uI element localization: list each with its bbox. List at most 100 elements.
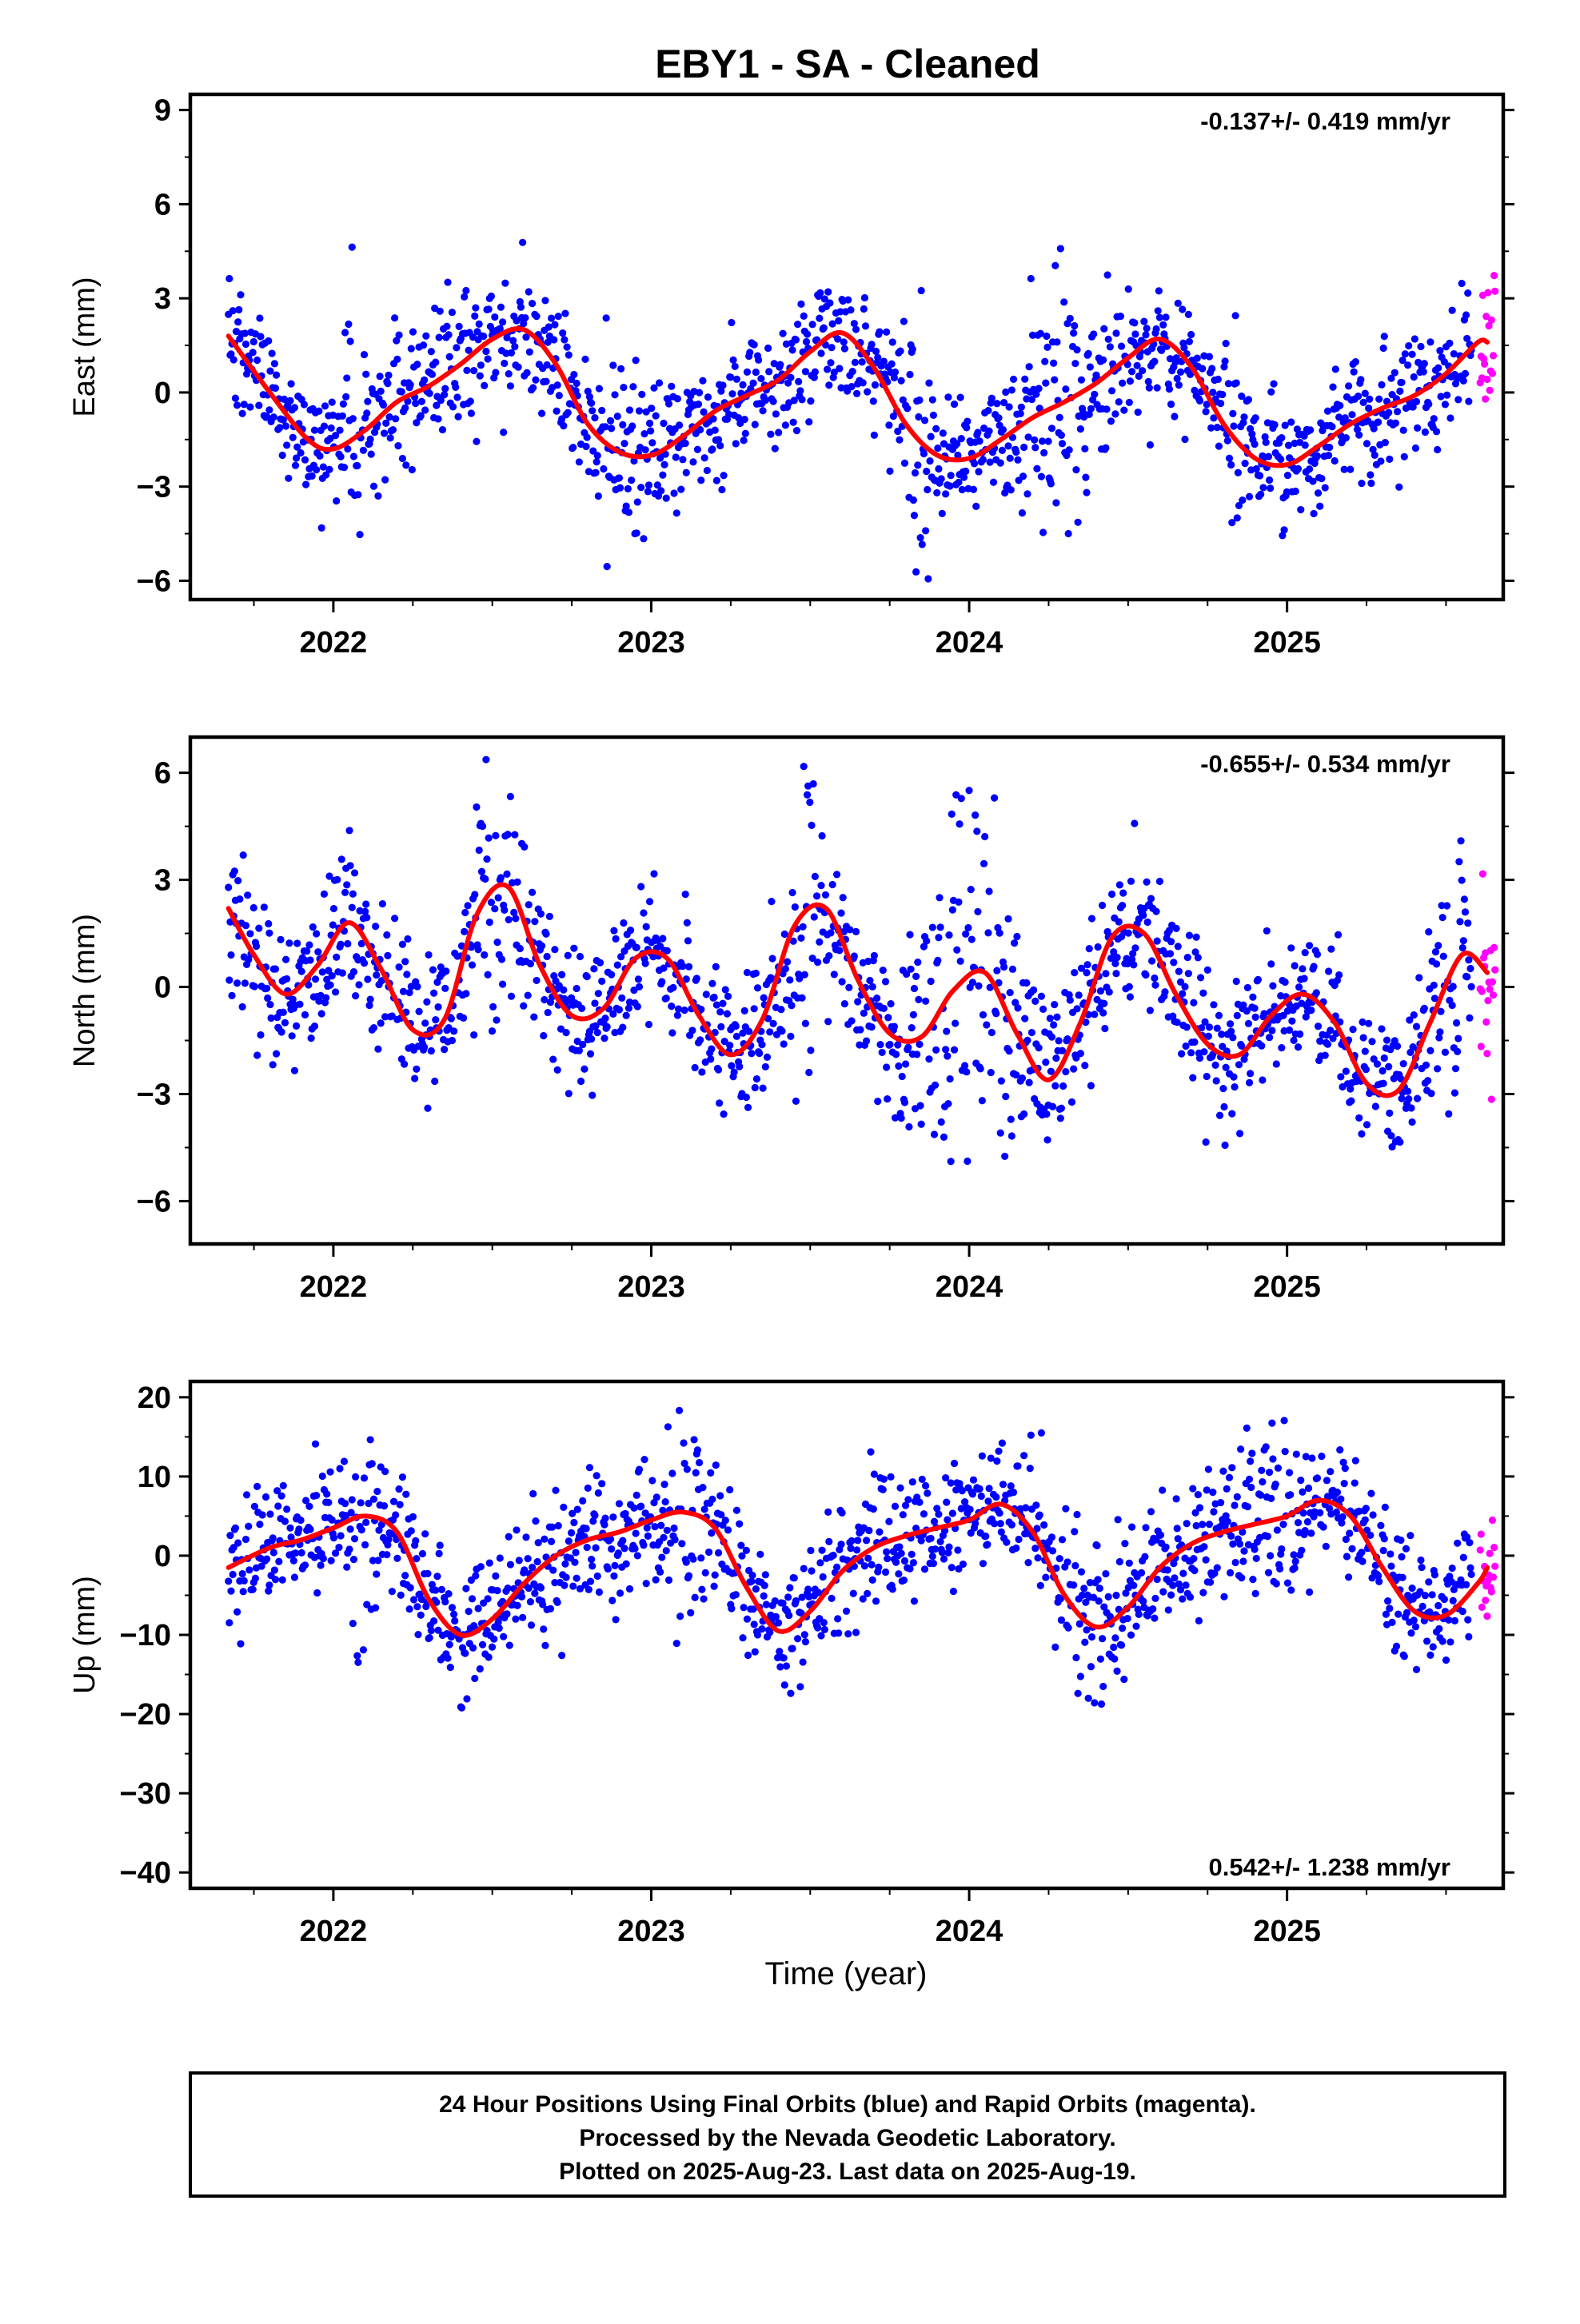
final-orbit-point xyxy=(924,575,932,583)
final-orbit-point xyxy=(283,441,291,449)
final-orbit-point xyxy=(1348,1545,1356,1553)
final-orbit-point xyxy=(1167,938,1175,946)
final-orbit-point xyxy=(278,451,286,460)
final-orbit-point xyxy=(383,931,391,939)
final-orbit-point xyxy=(1124,285,1132,293)
final-orbit-point xyxy=(1249,1576,1257,1584)
final-orbit-point xyxy=(716,441,724,450)
final-orbit-point xyxy=(1388,1142,1396,1151)
final-orbit-point xyxy=(659,1506,667,1514)
final-orbit-point xyxy=(758,1041,766,1049)
final-orbit-point xyxy=(849,1589,857,1597)
final-orbit-point xyxy=(1083,488,1091,496)
final-orbit-point xyxy=(325,872,333,880)
final-orbit-point xyxy=(554,313,562,321)
final-orbit-point xyxy=(953,946,961,954)
final-orbit-point xyxy=(1412,1665,1421,1673)
final-orbit-point xyxy=(634,975,643,983)
final-orbit-point xyxy=(474,946,482,954)
final-orbit-point xyxy=(310,426,319,434)
rapid-orbit-point xyxy=(1485,321,1493,330)
final-orbit-point xyxy=(1380,1054,1388,1062)
final-orbit-point xyxy=(800,312,808,320)
final-orbit-point xyxy=(1426,1046,1434,1054)
final-orbit-point xyxy=(491,313,499,321)
final-orbit-point xyxy=(671,1536,679,1544)
final-orbit-point xyxy=(434,415,442,423)
final-orbit-point xyxy=(1247,1070,1255,1078)
final-orbit-point xyxy=(378,899,386,908)
final-orbit-point xyxy=(978,1097,986,1105)
final-orbit-point xyxy=(1219,1085,1227,1093)
final-orbit-point xyxy=(1464,1616,1472,1624)
final-orbit-point xyxy=(256,314,264,322)
final-orbit-point xyxy=(427,1046,435,1055)
final-orbit-point xyxy=(523,369,531,377)
final-orbit-point xyxy=(1103,927,1111,936)
final-orbit-point xyxy=(1167,1591,1175,1599)
final-orbit-point xyxy=(632,1491,640,1499)
final-orbit-point xyxy=(1167,401,1175,409)
final-orbit-point xyxy=(241,922,250,930)
final-orbit-point xyxy=(373,1487,381,1496)
final-orbit-point xyxy=(948,1564,956,1572)
final-orbit-point xyxy=(490,1635,498,1643)
final-orbit-point xyxy=(916,1040,924,1048)
final-orbit-point xyxy=(1395,483,1403,491)
final-orbit-point xyxy=(269,1534,277,1542)
final-orbit-point xyxy=(1379,1079,1387,1087)
final-orbit-point xyxy=(1192,933,1200,941)
final-orbit-point xyxy=(875,1563,883,1571)
final-orbit-point xyxy=(1085,945,1093,953)
final-orbit-point xyxy=(238,1003,246,1011)
final-orbit-point xyxy=(398,454,407,463)
final-orbit-point xyxy=(936,923,944,931)
final-orbit-point xyxy=(333,875,341,883)
final-orbit-point xyxy=(979,1560,988,1568)
final-orbit-point xyxy=(1426,338,1434,346)
final-orbit-point xyxy=(600,1034,608,1042)
final-orbit-point xyxy=(659,935,667,943)
final-orbit-point xyxy=(1342,1535,1350,1544)
final-orbit-point xyxy=(732,1506,741,1514)
final-orbit-point xyxy=(660,1533,668,1541)
final-orbit-point xyxy=(1267,960,1275,968)
final-orbit-point xyxy=(1217,1498,1225,1507)
final-orbit-point xyxy=(697,1005,705,1014)
final-orbit-point xyxy=(717,387,725,395)
final-orbit-point xyxy=(1007,1115,1015,1123)
final-orbit-point xyxy=(943,1498,951,1506)
final-orbit-point xyxy=(608,1597,616,1604)
final-orbit-point xyxy=(1334,931,1343,939)
final-orbit-point xyxy=(711,1571,719,1579)
final-orbit-point xyxy=(620,1545,628,1553)
final-orbit-point xyxy=(1176,978,1185,986)
final-orbit-point xyxy=(1355,1114,1363,1122)
final-orbit-point xyxy=(448,309,457,317)
final-orbit-point xyxy=(1258,1042,1266,1050)
final-orbit-point xyxy=(1080,1585,1088,1593)
final-orbit-point xyxy=(517,303,525,311)
final-orbit-point xyxy=(659,471,667,479)
final-orbit-point xyxy=(1031,1545,1039,1553)
rapid-orbit-point xyxy=(1487,1588,1495,1596)
final-orbit-point xyxy=(750,1620,758,1628)
final-orbit-point xyxy=(929,411,937,420)
final-orbit-point xyxy=(619,421,627,429)
final-orbit-point xyxy=(554,1521,562,1530)
final-orbit-point xyxy=(818,831,826,840)
final-orbit-point xyxy=(1184,310,1192,318)
final-orbit-point xyxy=(291,1549,300,1557)
final-orbit-point xyxy=(441,984,449,992)
final-orbit-point xyxy=(1206,1578,1215,1586)
final-orbit-point xyxy=(601,1015,609,1022)
final-orbit-point xyxy=(1278,1545,1286,1553)
final-orbit-point xyxy=(615,474,624,482)
final-orbit-point xyxy=(425,389,433,397)
final-orbit-point xyxy=(1087,1082,1095,1090)
final-orbit-point xyxy=(1359,1034,1367,1042)
final-orbit-point xyxy=(1140,317,1148,325)
final-orbit-point xyxy=(396,1501,404,1509)
final-orbit-point xyxy=(485,918,493,927)
final-orbit-point xyxy=(504,1585,512,1593)
